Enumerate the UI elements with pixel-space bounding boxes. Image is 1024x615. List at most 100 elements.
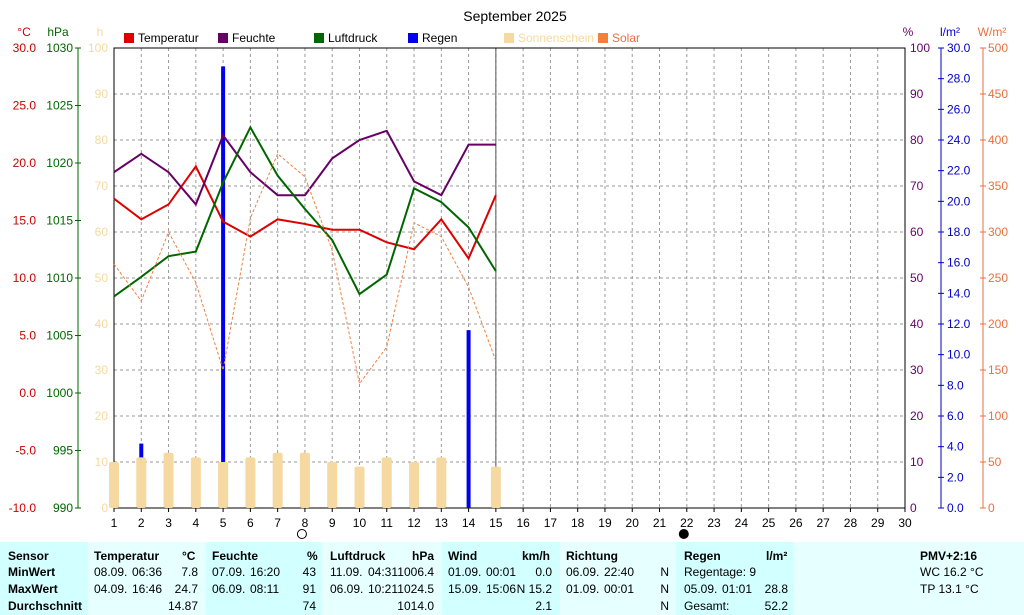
chart-axes: 30.025.020.015.010.05.00.0-5.0-10.0°C103… — [9, 25, 1009, 530]
chart-title: September 2025 — [463, 8, 567, 24]
axis-tick-rain: 26.0 — [947, 102, 971, 116]
feuchte-unit: % — [307, 549, 318, 563]
axis-tick-pressure: 1000 — [46, 386, 73, 400]
x-tick-label: 28 — [844, 516, 858, 530]
axis-tick-hours: 60 — [95, 225, 109, 239]
series-line-feuchte — [113, 129, 496, 207]
x-tick-label: 29 — [871, 516, 885, 530]
legend-swatch — [124, 33, 134, 43]
legend-label: Solar — [612, 31, 640, 45]
x-tick-label: 3 — [165, 516, 172, 530]
axis-tick-temp: 20.0 — [13, 156, 37, 170]
axis-tick-solar: 300 — [988, 225, 1008, 239]
pmv-tp: TP 13.1 °C — [920, 582, 979, 596]
axis-tick-rain: 30.0 — [947, 41, 971, 55]
regen-unit: l/m² — [766, 549, 788, 563]
axis-tick-hours: 40 — [95, 317, 109, 331]
axis-tick-rain: 14.0 — [947, 286, 971, 300]
series-line-solar — [113, 152, 497, 385]
axis-tick-rain: 4.0 — [947, 440, 964, 454]
axis-tick-rain: 28.0 — [947, 72, 971, 86]
luftdruck-max-val: 1024.5 — [397, 582, 434, 596]
axis-tick-rain: 10.0 — [947, 348, 971, 362]
axis-unit-pressure: hPa — [47, 25, 69, 39]
axis-tick-solar: 350 — [988, 179, 1008, 193]
x-tick-label: 27 — [816, 516, 830, 530]
feuchte-max-time: 08:11 — [250, 582, 280, 596]
axis-tick-pressure: 1025 — [46, 99, 73, 113]
sunshine-bar — [272, 452, 283, 508]
legend-swatch — [504, 33, 514, 43]
x-tick-label: 7 — [274, 516, 281, 530]
chart-grid — [113, 47, 906, 509]
axis-tick-hours: 10 — [95, 455, 109, 469]
sunshine-bar — [381, 457, 392, 508]
x-tick-label: 22 — [680, 516, 694, 530]
x-tick-label: 16 — [516, 516, 530, 530]
sunshine-bar — [354, 466, 365, 508]
sunshine-bar — [136, 457, 147, 508]
chart-bars — [109, 66, 501, 509]
axis-tick-rain: 16.0 — [947, 256, 971, 270]
wind-min-time: 00:01 — [486, 565, 517, 579]
pmv-header: PMV+2:16 — [920, 549, 978, 563]
axis-unit-temp: °C — [17, 25, 31, 39]
stats-col-sensor — [0, 542, 88, 615]
temp-min-val: 7.8 — [181, 565, 198, 579]
x-tick-label: 5 — [220, 516, 227, 530]
axis-unit-hours: h — [97, 25, 104, 39]
feuchte-min-date: 07.09. — [212, 565, 246, 579]
sunshine-bar — [299, 452, 310, 508]
rain-bar — [221, 66, 226, 509]
axis-tick-solar: 200 — [988, 317, 1008, 331]
axis-tick-rain: 24.0 — [947, 133, 971, 147]
x-tick-label: 9 — [329, 516, 336, 530]
axis-tick-rain: 22.0 — [947, 164, 971, 178]
x-tick-label: 13 — [435, 516, 449, 530]
wind-unit: km/h — [522, 549, 551, 563]
x-tick-label: 15 — [489, 516, 503, 530]
richtung-min-val: N — [660, 565, 669, 579]
legend-label: Feuchte — [232, 31, 276, 45]
regen-gesamt-val: 52.2 — [764, 599, 788, 613]
sunshine-bar — [109, 462, 119, 508]
x-tick-label: 10 — [353, 516, 367, 530]
series-line-temperatur — [113, 164, 497, 261]
axis-tick-humidity: 30 — [910, 363, 924, 377]
axis-tick-rain: 0.0 — [947, 501, 964, 515]
x-tick-label: 4 — [192, 516, 199, 530]
sunshine-bar — [190, 457, 201, 508]
axis-tick-humidity: 80 — [910, 133, 924, 147]
sunshine-bar — [490, 466, 501, 508]
x-tick-label: 23 — [707, 516, 721, 530]
x-tick-label: 19 — [598, 516, 612, 530]
axis-tick-solar: 100 — [988, 409, 1008, 423]
legend-label: Temperatur — [138, 31, 199, 45]
pmv-wc: WC 16.2 °C — [920, 565, 984, 579]
luftdruck-avg: 1014.0 — [397, 599, 434, 613]
axis-tick-temp: 25.0 — [13, 99, 37, 113]
temp-header: Temperatur — [94, 549, 160, 563]
axis-tick-hours: 90 — [95, 87, 109, 101]
sunshine-bar — [218, 462, 229, 508]
axis-tick-rain: 12.0 — [947, 317, 971, 331]
axis-tick-temp: -5.0 — [15, 444, 36, 458]
x-tick-label: 1 — [111, 516, 118, 530]
axis-tick-pressure: 990 — [53, 501, 73, 515]
axis-tick-solar: 500 — [988, 41, 1008, 55]
axis-tick-humidity: 100 — [910, 41, 930, 55]
legend-swatch — [314, 33, 324, 43]
axis-tick-pressure: 1030 — [46, 41, 73, 55]
wind-min-val: 0.0 — [535, 565, 552, 579]
regen-header: Regen — [684, 549, 721, 563]
axis-tick-humidity: 50 — [910, 271, 924, 285]
axis-tick-rain: 2.0 — [947, 470, 964, 484]
axis-unit-humidity: % — [903, 25, 914, 39]
x-tick-label: 17 — [544, 516, 558, 530]
axis-tick-hours: 80 — [95, 133, 109, 147]
axis-tick-solar: 400 — [988, 133, 1008, 147]
temp-max-date: 04.09. — [94, 582, 128, 596]
axis-tick-pressure: 995 — [53, 444, 73, 458]
legend-label: Regen — [422, 31, 457, 45]
wind-min-date: 01.09. — [448, 565, 482, 579]
